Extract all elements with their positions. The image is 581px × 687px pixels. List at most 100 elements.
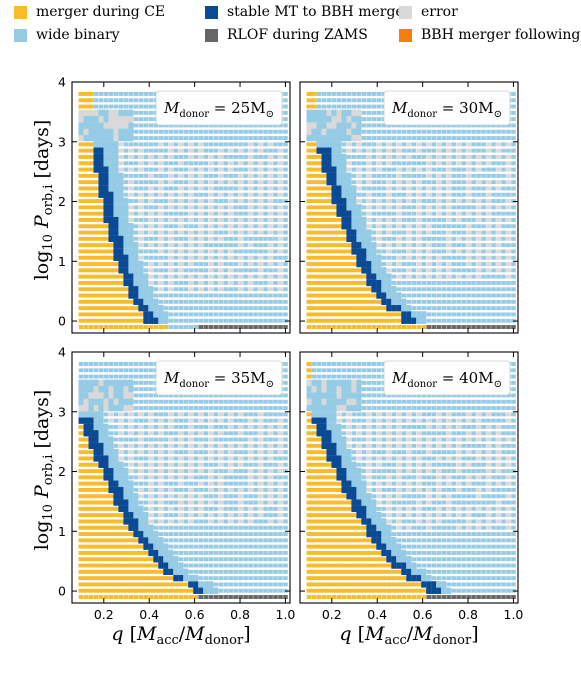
heatmap-cell xyxy=(466,148,471,153)
heatmap-cell xyxy=(416,280,422,285)
heatmap-cell xyxy=(203,173,208,178)
heatmap-cell xyxy=(326,268,332,273)
heatmap-cell xyxy=(208,532,213,536)
heatmap-cell xyxy=(218,280,223,285)
heatmap-cell xyxy=(306,550,312,555)
heatmap-cell xyxy=(366,129,372,134)
heatmap-cell xyxy=(193,129,199,134)
heatmap-cell xyxy=(446,262,451,266)
heatmap-cell xyxy=(168,595,174,599)
heatmap-cell xyxy=(471,142,476,147)
heatmap-cell xyxy=(466,243,471,248)
heatmap-cell xyxy=(331,134,337,142)
heatmap-cell xyxy=(148,217,154,222)
heatmap-cell xyxy=(108,243,114,248)
heatmap-cell xyxy=(351,173,357,178)
heatmap-cell xyxy=(123,248,129,255)
heatmap-cell xyxy=(491,287,496,292)
heatmap-cell xyxy=(133,110,139,115)
heatmap-cell xyxy=(133,199,139,203)
heatmap-cell xyxy=(163,475,169,480)
heatmap-cell xyxy=(278,513,283,518)
heatmap-cell xyxy=(476,154,481,159)
heatmap-cell xyxy=(108,134,114,142)
legend-label-merger-ce: merger during CE xyxy=(36,4,166,20)
heatmap-cell xyxy=(103,442,109,450)
heatmap-cell xyxy=(396,205,402,210)
heatmap-cell xyxy=(361,180,367,185)
heatmap-cell xyxy=(336,172,342,180)
heatmap-cell xyxy=(108,563,114,568)
heatmap-cell xyxy=(108,98,114,103)
heatmap-cell xyxy=(178,544,184,549)
heatmap-cell xyxy=(278,399,283,404)
heatmap-cell xyxy=(341,293,347,298)
heatmap-cell xyxy=(426,167,432,172)
heatmap-cell xyxy=(306,109,312,117)
heatmap-cell xyxy=(98,217,104,222)
heatmap-cell xyxy=(446,167,451,172)
heatmap-cell xyxy=(83,385,89,393)
heatmap-cell xyxy=(451,293,456,298)
heatmap-cell xyxy=(228,412,233,417)
heatmap-cell xyxy=(88,249,94,254)
heatmap-cell xyxy=(466,186,471,191)
heatmap-cell xyxy=(238,481,243,486)
heatmap-cell xyxy=(278,268,283,273)
heatmap-cell xyxy=(83,180,89,185)
heatmap-cell xyxy=(461,274,466,279)
legend-item-error: error xyxy=(399,4,458,20)
heatmap-cell xyxy=(213,224,218,229)
heatmap-cell xyxy=(481,230,486,235)
heatmap-cell xyxy=(163,192,169,197)
heatmap-cell xyxy=(183,481,189,486)
heatmap-cell xyxy=(461,325,466,329)
heatmap-cell xyxy=(481,205,486,210)
heatmap-cell xyxy=(168,506,174,511)
heatmap-cell xyxy=(213,475,218,480)
heatmap-cell xyxy=(158,424,164,429)
heatmap-cell xyxy=(128,563,134,568)
heatmap-cell xyxy=(321,173,327,178)
heatmap-cell xyxy=(278,224,283,229)
heatmap-cell xyxy=(411,236,417,241)
heatmap-cell xyxy=(93,115,99,123)
heatmap-cell xyxy=(213,306,218,311)
heatmap-cell xyxy=(203,186,208,191)
heatmap-cell xyxy=(88,104,94,109)
heatmap-cell xyxy=(278,500,283,505)
heatmap-cell xyxy=(203,544,208,549)
heatmap-cell xyxy=(243,136,248,140)
heatmap-cell xyxy=(148,412,154,417)
heatmap-cell xyxy=(228,576,233,581)
heatmap-cell xyxy=(491,136,496,140)
heatmap-cell xyxy=(213,519,218,524)
heatmap-cell xyxy=(476,123,481,128)
heatmap-cell xyxy=(78,262,84,266)
heatmap-cell xyxy=(98,205,104,210)
heatmap-cell xyxy=(93,392,99,399)
heatmap-cell xyxy=(183,123,189,128)
heatmap-cell xyxy=(376,136,382,140)
heatmap-cell xyxy=(103,430,109,437)
heatmap-cell xyxy=(218,243,223,248)
heatmap-cell xyxy=(178,287,184,292)
heatmap-cell xyxy=(188,255,194,260)
heatmap-cell xyxy=(118,532,124,536)
heatmap-cell xyxy=(253,500,258,505)
heatmap-cell xyxy=(148,298,154,306)
heatmap-cell xyxy=(133,569,139,574)
heatmap-cell xyxy=(118,374,124,379)
heatmap-cell xyxy=(263,475,268,480)
heatmap-cell xyxy=(198,186,204,191)
heatmap-cell xyxy=(371,199,377,203)
heatmap-cell xyxy=(183,217,189,222)
heatmap-cell xyxy=(248,161,253,166)
heatmap-cell xyxy=(143,224,149,229)
heatmap-cell xyxy=(83,230,89,235)
heatmap-cell xyxy=(306,148,312,153)
heatmap-cell xyxy=(421,205,427,210)
heatmap-cell xyxy=(183,582,189,587)
heatmap-cell xyxy=(143,456,149,461)
heatmap-cell xyxy=(486,318,491,323)
